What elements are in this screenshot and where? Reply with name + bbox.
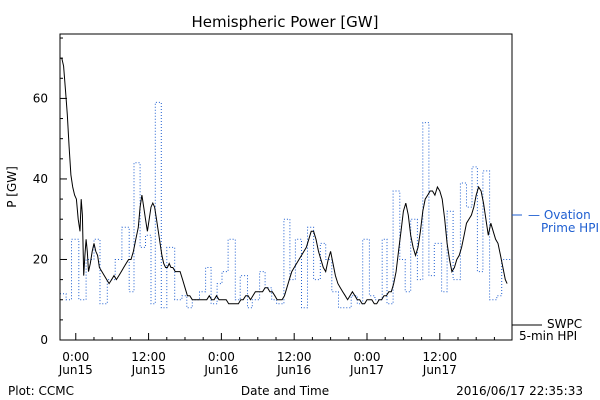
series-layer — [60, 57, 512, 309]
x-tick-label-date: Jun15 — [58, 363, 93, 377]
x-tick-label-time: 12:00 — [423, 350, 458, 364]
legend-swpc: SWPC 5-min HPI — [512, 317, 582, 343]
x-tick-label-date: Jun15 — [131, 363, 166, 377]
series-swpc-line — [60, 57, 508, 305]
x-tick-label-date: Jun16 — [203, 363, 238, 377]
legend-swpc-line2: 5-min HPI — [519, 329, 577, 343]
legend-swpc-line1: SWPC — [547, 317, 582, 331]
y-tick-label: 60 — [33, 91, 48, 105]
legend-ovation: — Ovation Prime HPI — [512, 208, 599, 235]
x-tick-label-time: 0:00 — [354, 350, 381, 364]
x-tick-label-date: Jun17 — [349, 363, 384, 377]
y-tick-label: 20 — [33, 252, 48, 266]
legend-ovation-line1: — Ovation — [528, 208, 591, 222]
x-tick-label-date: Jun16 — [276, 363, 311, 377]
y-axis-label: P [GW] — [5, 166, 19, 208]
x-tick-label-time: 12:00 — [131, 350, 166, 364]
x-tick-label-time: 0:00 — [62, 350, 89, 364]
x-tick-label-time: 12:00 — [277, 350, 312, 364]
series-ovation-prime-line — [60, 101, 512, 309]
x-axis: 0:00Jun1512:00Jun150:00Jun1612:00Jun160:… — [58, 333, 495, 377]
y-tick-label: 40 — [33, 172, 48, 186]
x-axis-label: Date and Time — [241, 384, 329, 398]
plot-frame — [59, 33, 513, 341]
chart-title: Hemispheric Power [GW] — [192, 13, 379, 31]
x-tick-label-time: 0:00 — [208, 350, 235, 364]
x-tick-label-date: Jun17 — [422, 363, 457, 377]
plot-source-label: Plot: CCMC — [8, 384, 74, 398]
legend-ovation-line2: Prime HPI — [541, 221, 599, 235]
y-tick-label: 0 — [40, 333, 48, 347]
timestamp-label: 2016/06/17 22:35:33 — [456, 384, 583, 398]
